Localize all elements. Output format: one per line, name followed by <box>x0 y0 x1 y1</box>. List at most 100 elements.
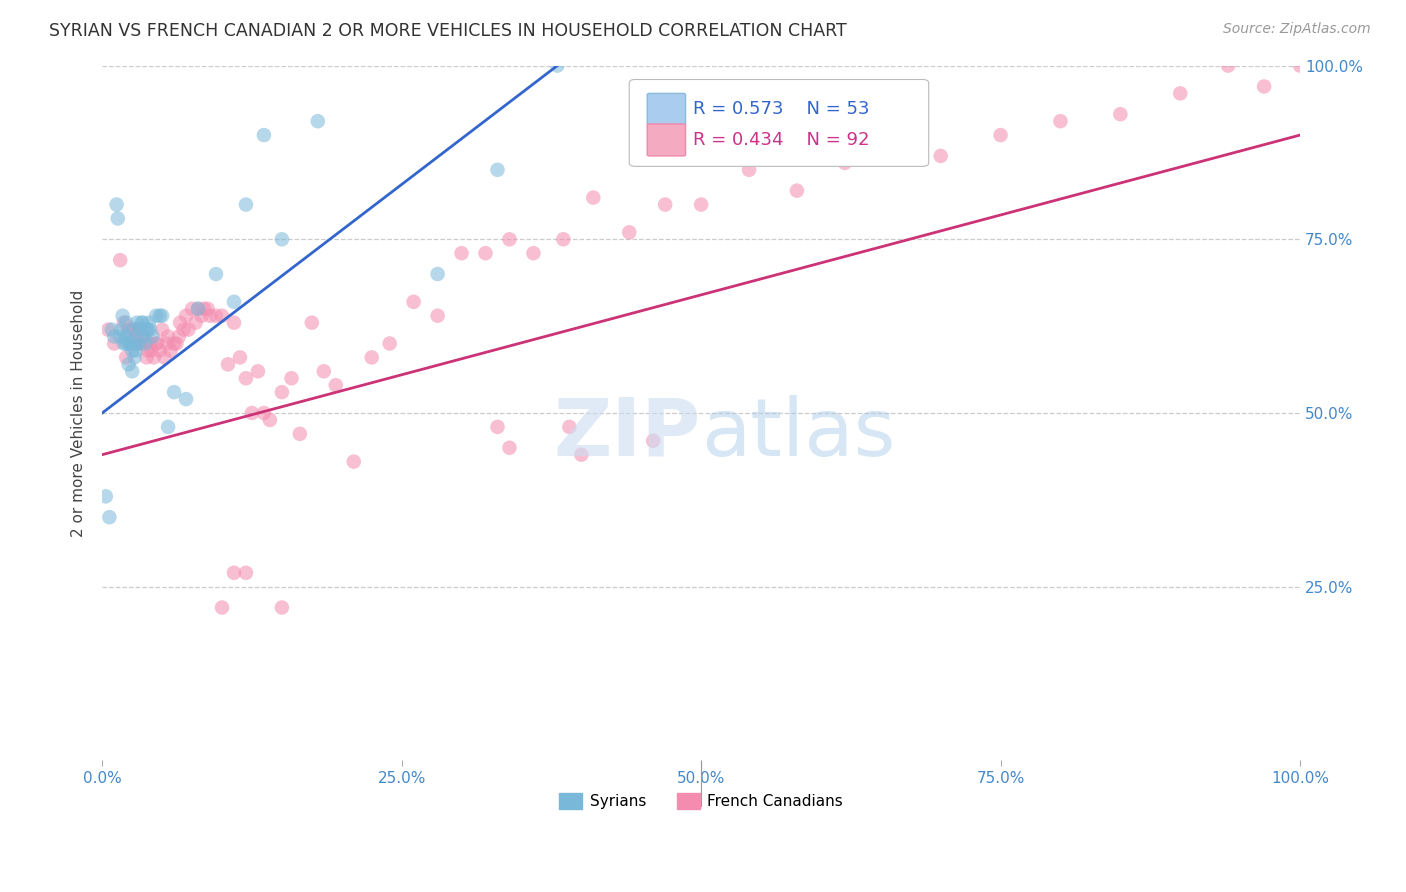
Point <box>235 371 257 385</box>
Point <box>1168 87 1191 101</box>
Point <box>163 385 186 400</box>
Point <box>127 336 149 351</box>
Point <box>486 420 509 434</box>
Point <box>153 351 176 365</box>
Point <box>786 184 808 198</box>
Point <box>97 323 120 337</box>
Point <box>184 316 207 330</box>
Point <box>929 149 952 163</box>
Point <box>569 448 592 462</box>
Point <box>141 343 163 358</box>
Point <box>360 351 382 365</box>
Point <box>325 378 347 392</box>
Point <box>149 309 172 323</box>
Point <box>173 323 195 337</box>
Point <box>159 343 181 358</box>
Point <box>122 323 145 337</box>
Point <box>181 301 204 316</box>
Point <box>135 323 157 337</box>
Point <box>110 323 132 337</box>
Point <box>882 149 904 163</box>
Point <box>135 351 157 365</box>
Point <box>174 309 197 323</box>
Y-axis label: 2 or more Vehicles in Household: 2 or more Vehicles in Household <box>72 289 86 537</box>
Point <box>280 371 302 385</box>
Point <box>166 336 188 351</box>
Point <box>288 426 311 441</box>
Point <box>136 343 159 358</box>
Point <box>169 316 191 330</box>
Point <box>558 420 581 434</box>
Point <box>145 336 167 351</box>
Point <box>108 329 131 343</box>
FancyBboxPatch shape <box>630 79 929 166</box>
Point <box>174 392 197 406</box>
Point <box>156 336 179 351</box>
Point <box>990 128 1012 142</box>
Point <box>253 128 276 142</box>
Point <box>125 336 148 351</box>
Point <box>498 232 520 246</box>
Point <box>115 351 138 365</box>
Legend: Syrians, French Canadians: Syrians, French Canadians <box>553 787 849 815</box>
Point <box>205 309 228 323</box>
Point <box>141 329 163 343</box>
Point <box>122 323 145 337</box>
Point <box>229 351 252 365</box>
Point <box>149 343 172 358</box>
Point <box>146 336 169 351</box>
Point <box>120 336 142 351</box>
Point <box>654 197 676 211</box>
Point <box>270 232 292 246</box>
Point <box>378 336 401 351</box>
Point <box>498 441 520 455</box>
Point <box>1253 79 1275 94</box>
Point <box>187 301 209 316</box>
Point <box>738 162 761 177</box>
Point <box>253 406 276 420</box>
Point <box>643 434 665 448</box>
Point <box>125 316 148 330</box>
Point <box>103 329 125 343</box>
Point <box>112 336 135 351</box>
Point <box>235 566 257 580</box>
Point <box>117 329 139 343</box>
Point <box>134 329 156 343</box>
Point <box>619 225 641 239</box>
Point <box>142 351 165 365</box>
Point <box>222 566 245 580</box>
Point <box>132 316 155 330</box>
Point <box>546 59 568 73</box>
Point <box>522 246 544 260</box>
Point <box>150 323 173 337</box>
Point <box>426 309 449 323</box>
Point <box>131 336 153 351</box>
Point <box>343 455 366 469</box>
Point <box>145 309 167 323</box>
Point <box>121 364 143 378</box>
Point <box>211 309 233 323</box>
Point <box>114 329 136 343</box>
Point <box>259 413 281 427</box>
Point <box>115 316 138 330</box>
Point <box>118 336 141 351</box>
Point <box>124 351 146 365</box>
Point <box>246 364 269 378</box>
Point <box>270 600 292 615</box>
Point <box>240 406 263 420</box>
Point <box>163 336 186 351</box>
Point <box>129 323 152 337</box>
Point <box>121 343 143 358</box>
Point <box>105 197 128 211</box>
Point <box>582 191 605 205</box>
Point <box>107 211 129 226</box>
Point <box>235 197 257 211</box>
FancyBboxPatch shape <box>647 94 686 126</box>
Point <box>127 323 149 337</box>
Point <box>217 357 239 371</box>
Point <box>117 336 139 351</box>
Point <box>198 309 221 323</box>
Point <box>117 323 139 337</box>
Point <box>402 294 425 309</box>
Text: ZIP: ZIP <box>554 395 702 473</box>
